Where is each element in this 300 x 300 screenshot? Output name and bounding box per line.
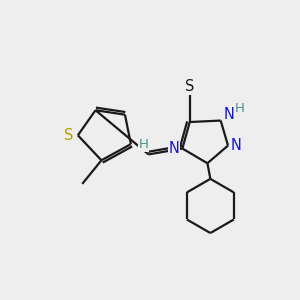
Text: N: N xyxy=(169,141,180,156)
Text: S: S xyxy=(185,79,194,94)
Text: N: N xyxy=(231,138,242,153)
Text: S: S xyxy=(64,128,74,143)
Text: H: H xyxy=(235,102,245,115)
Text: H: H xyxy=(138,139,148,152)
Text: N: N xyxy=(224,106,234,122)
